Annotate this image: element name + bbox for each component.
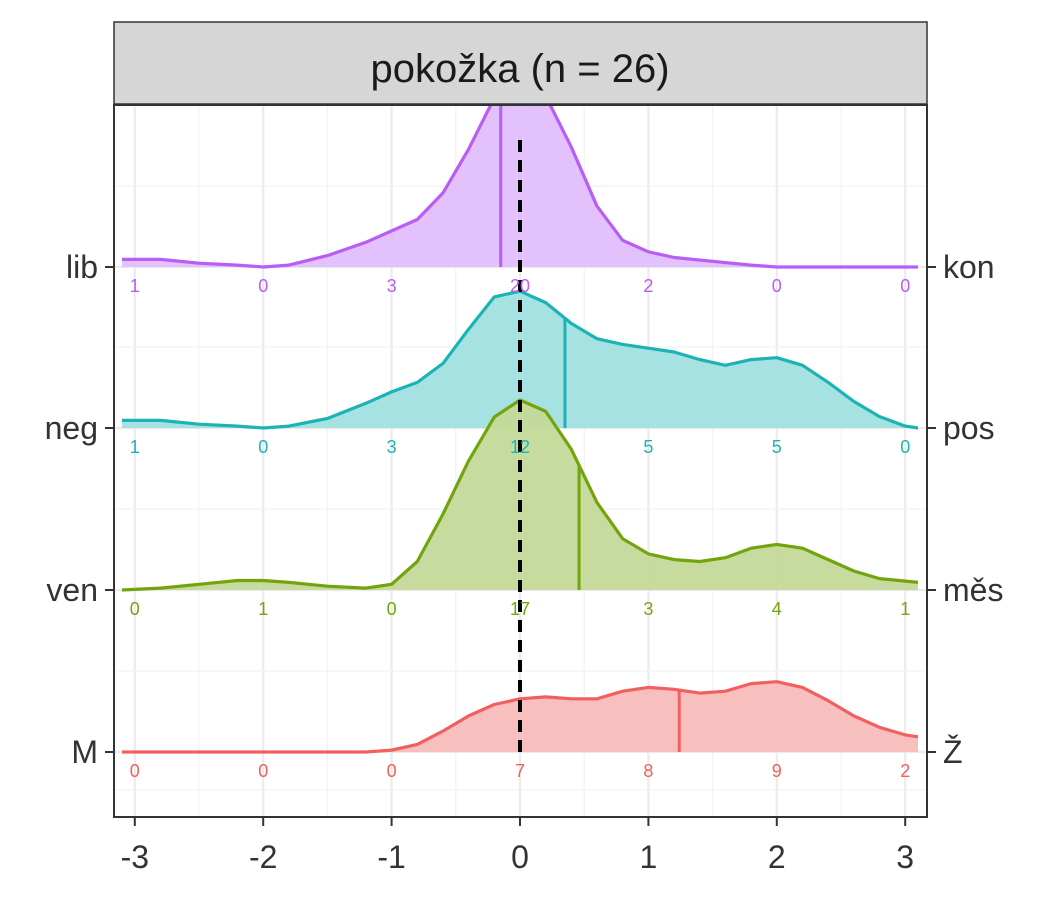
facet-strip: pokožka (n = 26)	[113, 21, 928, 105]
count-label-lib-6: 0	[900, 276, 910, 296]
count-label-M-3: 7	[515, 761, 525, 781]
count-label-lib-1: 0	[258, 276, 268, 296]
ridge-line-ven	[121, 398, 919, 592]
count-label-ven-2: 0	[387, 599, 397, 619]
ridge-ven	[121, 398, 919, 592]
x-tick-label-5: 2	[768, 839, 786, 875]
ridge-M	[122, 680, 919, 754]
count-label-ven-3: 17	[510, 599, 530, 619]
count-label-lib-3: 20	[510, 276, 530, 296]
y-label-left-neg: neg	[45, 410, 98, 446]
count-label-M-0: 0	[130, 761, 140, 781]
y-label-left-ven: ven	[46, 572, 98, 608]
count-label-M-6: 2	[900, 761, 910, 781]
count-label-neg-2: 3	[387, 437, 397, 457]
y-label-right-lib: kon	[943, 249, 995, 285]
count-label-ven-6: 1	[900, 599, 910, 619]
count-label-lib-2: 3	[387, 276, 397, 296]
ridge-area-neg	[122, 291, 918, 428]
x-tick-label-4: 1	[640, 839, 658, 875]
x-tick-label-0: -3	[121, 839, 149, 875]
ridge-line-lib	[122, 75, 918, 269]
count-label-neg-1: 0	[258, 437, 268, 457]
count-label-M-4: 8	[643, 761, 653, 781]
count-label-neg-0: 1	[130, 437, 140, 457]
count-label-ven-4: 3	[643, 599, 653, 619]
ridge-neg	[122, 289, 919, 430]
count-label-M-1: 0	[258, 761, 268, 781]
count-label-neg-3: 12	[510, 437, 530, 457]
y-label-right-ven: měs	[943, 572, 1003, 608]
facet-title: pokožka (n = 26)	[370, 47, 669, 91]
count-label-lib-0: 1	[130, 276, 140, 296]
count-label-M-2: 0	[387, 761, 397, 781]
count-label-ven-5: 4	[772, 599, 782, 619]
count-label-lib-5: 0	[772, 276, 782, 296]
ridge-line-neg	[122, 289, 919, 430]
count-label-M-5: 9	[772, 761, 782, 781]
count-label-ven-1: 1	[258, 599, 268, 619]
x-tick-label-6: 3	[896, 839, 914, 875]
y-label-left-M: M	[71, 734, 98, 770]
x-tick-label-3: 0	[511, 839, 529, 875]
count-label-lib-4: 2	[643, 276, 653, 296]
x-tick-label-1: -2	[249, 839, 277, 875]
count-label-ven-0: 0	[130, 599, 140, 619]
x-tick-label-2: -1	[377, 839, 405, 875]
ridge-line-M	[122, 680, 919, 754]
y-label-right-M: Ž	[943, 734, 963, 770]
y-label-left-lib: lib	[66, 249, 98, 285]
ridge-area-M	[122, 681, 918, 752]
y-label-right-neg: pos	[943, 410, 995, 446]
count-label-neg-4: 5	[643, 437, 653, 457]
ridge-area-ven	[122, 400, 918, 590]
count-label-neg-6: 0	[900, 437, 910, 457]
count-labels: 0 0 0 7 8 9 20 1 0 17 3 4 11 0 3 12 5 5 01 0 3 20 2 0 0	[130, 276, 910, 781]
count-label-neg-5: 5	[772, 437, 782, 457]
facet-strip-background	[113, 21, 928, 105]
